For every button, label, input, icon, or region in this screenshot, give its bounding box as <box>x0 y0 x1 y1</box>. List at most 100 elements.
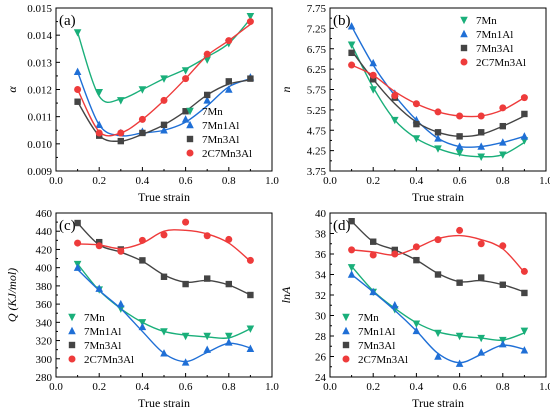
data-point <box>181 332 190 341</box>
x-tick-label: 0.4 <box>410 381 424 393</box>
data-point <box>370 238 377 245</box>
data-point <box>160 96 168 104</box>
series-2C7Mn3Al <box>348 226 528 275</box>
y-tick-label: 4.25 <box>307 146 327 158</box>
data-point <box>160 126 168 134</box>
legend-marker <box>342 341 350 349</box>
data-point <box>203 50 211 58</box>
chart-panel-4: 0.0 0.2 0.4 0.6 0.8 1.0 24 26 28 30 32 34 36 38 40 True… <box>279 208 550 410</box>
data-point <box>246 256 254 264</box>
data-point <box>347 41 356 49</box>
data-point <box>347 264 356 272</box>
y-axis-label: n <box>279 87 293 93</box>
series-7Mn3Al <box>348 218 528 297</box>
y-tick-label: 3.75 <box>307 166 327 178</box>
data-point <box>391 246 398 254</box>
data-point <box>434 352 442 360</box>
data-point <box>478 129 485 136</box>
data-point <box>246 18 254 26</box>
x-tick-label: 0.6 <box>179 381 193 393</box>
legend-label: 7Mn3Al <box>202 134 239 146</box>
data-point <box>434 134 442 142</box>
data-point <box>412 326 421 335</box>
data-point <box>348 246 356 254</box>
data-point <box>499 104 507 112</box>
data-point <box>74 219 81 227</box>
x-tick-label: 0.2 <box>366 381 380 393</box>
data-point <box>181 67 190 75</box>
series-curve <box>77 229 251 262</box>
x-tick-label: 0.0 <box>49 175 63 187</box>
legend-label: 7Mn1Al <box>358 326 395 338</box>
data-point <box>203 332 211 341</box>
data-point <box>160 231 168 239</box>
data-point <box>247 75 254 82</box>
data-point <box>182 280 189 288</box>
data-point <box>96 238 103 246</box>
data-point <box>455 142 464 150</box>
data-point <box>434 236 442 244</box>
x-tick-label: 0.0 <box>49 381 63 393</box>
legend-label: 7Mn3Al <box>358 340 395 352</box>
legend-marker <box>186 149 194 157</box>
data-point <box>477 240 485 248</box>
y-tick-label: 340 <box>36 317 53 329</box>
data-point <box>347 22 356 30</box>
y-axis-label: Q (KJ/mol) <box>5 268 19 322</box>
legend-label: 7Mn1Al <box>202 120 239 132</box>
legend-marker <box>68 326 76 335</box>
legend-marker <box>342 355 350 363</box>
panel-label: (c) <box>59 218 76 234</box>
data-point <box>74 239 82 247</box>
data-point <box>456 133 463 140</box>
data-point <box>138 322 147 331</box>
data-point <box>225 85 233 93</box>
data-point <box>246 325 255 333</box>
legend-marker <box>460 44 468 52</box>
data-point <box>74 98 81 105</box>
data-point <box>456 226 464 234</box>
legend-marker <box>342 313 350 322</box>
y-tick-label: 30 <box>315 311 327 323</box>
x-tick-label: 0.2 <box>92 381 106 393</box>
data-point <box>520 327 529 336</box>
series-2C7Mn3Al <box>348 61 528 120</box>
legend-marker <box>460 16 468 25</box>
data-point <box>520 346 529 354</box>
legend: 7Mn 7Mn1Al 7Mn3Al 2C7Mn3Al <box>342 312 408 366</box>
data-point <box>225 37 233 45</box>
data-point <box>347 270 356 278</box>
data-point <box>247 291 254 299</box>
data-point <box>95 129 103 137</box>
data-point <box>455 149 464 157</box>
panel-label: (d) <box>333 218 351 234</box>
legend-label: 7Mn <box>84 312 105 324</box>
data-point <box>348 61 356 69</box>
y-tick-label: 38 <box>315 229 327 241</box>
y-tick-label: 440 <box>36 226 53 238</box>
data-point <box>73 67 82 76</box>
y-axis-label: lnA <box>279 286 293 303</box>
legend-marker <box>186 120 194 129</box>
chart-panel-1: 0.0 0.2 0.4 0.6 0.8 1.0 0.009 0.010 0.011 0.012 0.… <box>5 3 279 204</box>
legend: 7Mn 7Mn1Al 7Mn3Al 2C7Mn3Al <box>68 312 134 366</box>
data-point <box>477 334 485 343</box>
y-tick-label: 5.75 <box>307 85 327 97</box>
legend-label: 7Mn1Al <box>84 326 121 338</box>
data-point <box>369 58 377 67</box>
data-point <box>181 358 190 366</box>
x-tick-label: 0.2 <box>366 175 380 187</box>
legend-marker <box>460 29 468 38</box>
series-2C7Mn3Al <box>74 218 254 264</box>
data-point <box>456 112 464 120</box>
data-point <box>73 29 82 37</box>
data-point <box>182 218 190 226</box>
x-tick-label: 0.8 <box>222 381 236 393</box>
data-point <box>225 332 233 341</box>
data-point <box>477 142 485 150</box>
x-axis-label: True strain <box>412 190 464 204</box>
y-tick-label: 36 <box>315 249 327 261</box>
data-point <box>391 250 399 258</box>
legend-label: 7Mn3Al <box>476 43 513 55</box>
